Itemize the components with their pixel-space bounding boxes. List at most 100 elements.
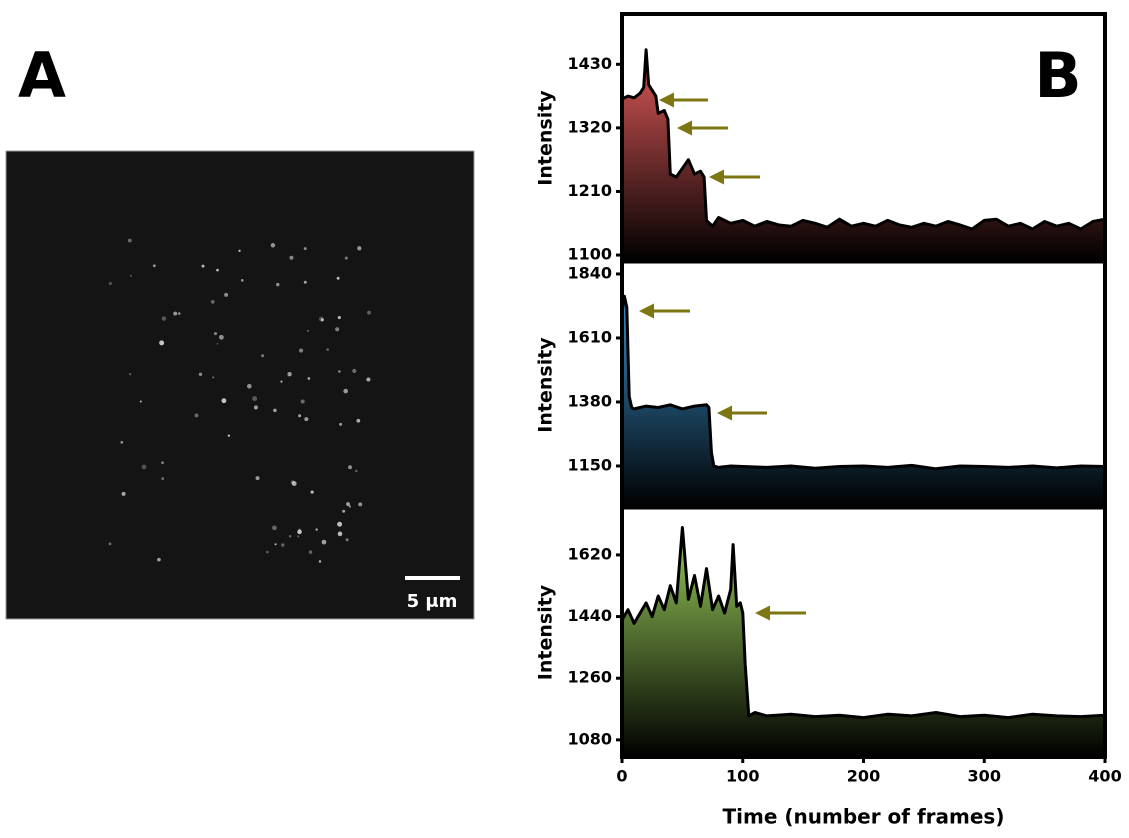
x-axis-label: Time (number of frames) — [723, 805, 1005, 829]
speckle — [198, 372, 203, 377]
speckle — [306, 329, 309, 332]
speckle — [212, 376, 215, 379]
speckle — [291, 481, 297, 487]
speckle — [321, 539, 327, 545]
speckle — [342, 509, 346, 513]
speckle — [216, 342, 219, 345]
speckle — [253, 405, 259, 410]
speckle — [335, 327, 340, 332]
speckle — [224, 292, 229, 297]
panel-label: A — [18, 39, 66, 112]
speckle — [297, 529, 302, 535]
speckle — [247, 383, 252, 389]
speckle — [346, 502, 350, 507]
y-tick-label: 1260 — [567, 668, 612, 687]
speckle — [221, 398, 227, 404]
y-tick-label: 1380 — [567, 391, 612, 410]
plots: 1100 1210 1320 1430 Intensity 1150 1380 1610 184… — [535, 48, 1122, 829]
speckle — [276, 282, 280, 287]
speckle — [298, 414, 302, 418]
speckle — [289, 255, 294, 260]
speckle — [161, 316, 167, 321]
y-axis-label: Intensity — [535, 90, 557, 186]
speckle — [159, 340, 165, 346]
y-tick-label: 1610 — [567, 327, 612, 346]
speckle — [357, 246, 362, 251]
y-tick-label: 1150 — [567, 455, 612, 474]
speckle — [287, 372, 292, 377]
speckle — [177, 312, 181, 315]
speckle — [108, 281, 112, 286]
speckle — [315, 528, 318, 531]
speckle — [280, 543, 285, 547]
y-axis-label: Intensity — [535, 337, 557, 433]
area-fill — [622, 296, 1105, 508]
speckle — [273, 408, 277, 413]
speckle — [366, 377, 371, 382]
y-tick-label: 1080 — [567, 729, 612, 748]
speckle — [141, 464, 147, 470]
scale-bar-label: 5 μm — [407, 591, 458, 612]
speckle — [161, 461, 164, 465]
speckle — [194, 413, 199, 418]
speckle — [348, 505, 352, 508]
x-tick-label: 300 — [968, 767, 1001, 786]
speckle — [310, 490, 314, 494]
speckle — [270, 243, 276, 248]
speckle — [254, 406, 258, 410]
y-tick-label: 1840 — [567, 263, 612, 282]
speckle — [227, 434, 231, 437]
speckle — [303, 247, 307, 251]
speckle — [344, 256, 348, 260]
speckle — [161, 477, 165, 481]
speckle — [355, 469, 358, 473]
y-tick-label: 1620 — [567, 544, 612, 563]
speckle — [367, 310, 371, 315]
panel-label: B — [1034, 39, 1081, 112]
speckle — [337, 316, 341, 320]
speckle — [303, 280, 307, 284]
speckle — [352, 368, 357, 373]
speckle — [288, 535, 292, 538]
speckle — [304, 417, 309, 422]
area-fill — [622, 527, 1105, 757]
speckle — [307, 377, 311, 380]
speckle — [108, 542, 112, 546]
speckle — [358, 502, 363, 507]
micrograph — [5, 150, 475, 620]
arrows — [639, 92, 806, 621]
speckle — [266, 550, 269, 554]
speckle — [300, 399, 305, 404]
speckle — [213, 332, 218, 336]
x-tick-label: 0 — [616, 767, 627, 786]
speckle — [261, 354, 265, 358]
speckle — [298, 348, 304, 353]
speckle — [290, 480, 295, 485]
speckle — [336, 276, 340, 280]
trace-line — [621, 48, 1106, 231]
speckle — [129, 274, 132, 277]
x-tick-label: 200 — [847, 767, 880, 786]
speckle — [339, 422, 343, 426]
speckle — [238, 249, 241, 252]
image-frame — [5, 150, 475, 620]
plot-frame — [620, 12, 1107, 759]
speckle — [348, 465, 352, 470]
speckle — [297, 535, 300, 538]
speckle — [240, 278, 244, 282]
y-tick-label: 1210 — [567, 181, 612, 200]
y-axis-label: Intensity — [535, 584, 557, 680]
speckle — [274, 543, 277, 546]
area-fill — [622, 49, 1105, 262]
x-tick-label: 100 — [726, 767, 759, 786]
speckle — [356, 418, 361, 423]
speckle — [201, 264, 205, 268]
trace-line — [620, 526, 1106, 720]
trace-line — [620, 294, 1106, 471]
speckle — [326, 348, 329, 351]
speckle — [337, 531, 343, 537]
speckle — [272, 525, 277, 531]
speckle — [337, 521, 343, 527]
speckle — [128, 373, 132, 376]
